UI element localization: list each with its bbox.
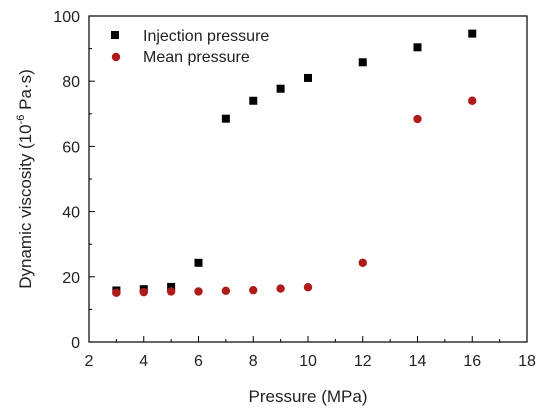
data-point-injection <box>304 73 312 82</box>
data-point-mean <box>358 258 367 267</box>
data-point-mean <box>413 114 422 124</box>
x-axis-title: Pressure (MPa) <box>248 387 367 406</box>
y-axis-title-main: Dynamic viscosity (10 <box>16 124 35 288</box>
y-axis-title-sup: -6 <box>15 115 27 125</box>
data-point-mean <box>303 283 313 292</box>
data-point-injection <box>276 84 285 93</box>
legend-label-mean: Mean pressure <box>143 49 250 66</box>
y-tick-label: 80 <box>62 74 80 91</box>
legend-marker-injection <box>111 31 119 39</box>
y-tick-label: 60 <box>62 139 80 156</box>
data-point-mean <box>112 288 121 297</box>
x-tick-label: 14 <box>409 353 427 370</box>
y-axis-title-tail: Pa·s) <box>16 69 35 114</box>
data-point-mean <box>221 286 231 296</box>
plot-frame <box>88 15 528 343</box>
data-point-mean <box>468 96 477 105</box>
data-point-injection <box>167 282 176 291</box>
data-point-mean <box>249 285 258 295</box>
y-tick-label: 0 <box>71 335 80 352</box>
x-tick-label: 18 <box>518 353 536 370</box>
x-tick-label: 4 <box>139 353 148 370</box>
y-tick-label: 40 <box>62 205 80 222</box>
data-point-injection <box>468 29 477 38</box>
x-tick-label: 16 <box>463 353 481 370</box>
data-point-mean <box>194 287 203 296</box>
x-tick-label: 2 <box>85 353 94 370</box>
data-point-mean <box>139 287 148 297</box>
y-tick-label: 100 <box>53 9 80 26</box>
x-tick-label: 12 <box>354 353 372 370</box>
data-point-injection <box>221 114 230 123</box>
legend: Injection pressure Mean pressure <box>111 28 269 66</box>
data-point-injection <box>249 96 258 105</box>
legend-label-injection: Injection pressure <box>143 28 269 45</box>
x-tick-label: 6 <box>194 353 203 370</box>
data-point-mean <box>166 287 176 296</box>
x-tick-label: 8 <box>249 353 258 370</box>
x-tick-label: 10 <box>299 353 317 370</box>
y-tick-label: 20 <box>62 270 80 287</box>
data-point-mean <box>276 284 285 293</box>
points-layer <box>112 29 477 297</box>
data-point-injection <box>413 43 422 52</box>
data-point-injection <box>194 258 203 267</box>
legend-marker-mean <box>111 52 121 62</box>
y-axis-title: Dynamic viscosity (10-6 Pa·s) <box>15 69 35 289</box>
data-point-injection <box>358 58 367 67</box>
tick-layer: 2 4 6 8 10 12 14 16 18 0 20 40 60 80 100 <box>53 9 536 370</box>
